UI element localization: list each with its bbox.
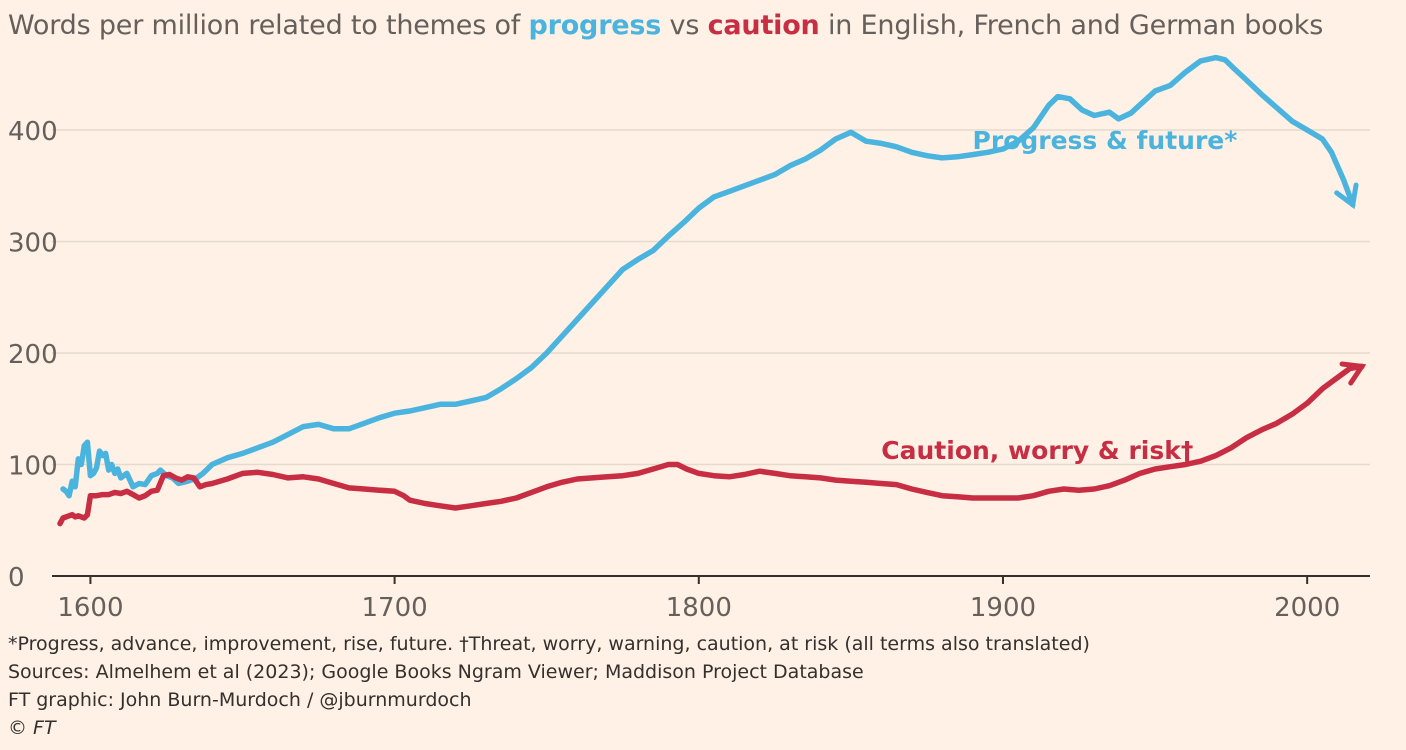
x-tick-label-1900: 1900: [970, 593, 1036, 620]
series-label-progress: Progress & future*: [973, 126, 1238, 155]
graphic-credit: FT graphic: John Burn-Murdoch / @jburnmu…: [8, 689, 472, 711]
chart-footer: *Progress, advance, improvement, rise, f…: [8, 630, 1090, 742]
x-tick-label-1600: 1600: [57, 593, 123, 620]
chart-title: Words per million related to themes of p…: [8, 8, 1323, 44]
series-line-progress: [60, 54, 1356, 499]
title-pre: Words per million related to themes of: [8, 10, 529, 41]
x-tick-label-2000: 2000: [1274, 593, 1340, 620]
series-label-caution: Caution, worry & risk†: [881, 436, 1193, 465]
y-tick-label-0: 0: [8, 563, 25, 593]
copyright: © FT: [8, 717, 56, 739]
title-post: in English, French and German books: [819, 10, 1324, 41]
x-tick-label-1700: 1700: [362, 593, 428, 620]
title-mid: vs: [661, 10, 708, 41]
title-keyword-progress: progress: [528, 10, 662, 41]
y-tick-label-400: 400: [8, 117, 58, 147]
y-tick-label-200: 200: [8, 340, 58, 370]
series-line-caution: [57, 363, 1365, 527]
x-tick-label-1800: 1800: [666, 593, 732, 620]
title-keyword-caution: caution: [707, 10, 820, 41]
sources-note: Sources: Almelhem et al (2023); Google B…: [8, 661, 864, 683]
series-arrow-caution: [1339, 361, 1367, 386]
y-tick-label-300: 300: [8, 229, 58, 259]
footnote: *Progress, advance, improvement, rise, f…: [8, 633, 1090, 655]
y-tick-label-100: 100: [8, 452, 58, 482]
series-arrow-progress: [1334, 182, 1359, 210]
line-chart: 0 100 200 300 400 1600 1700 1800 1900 2000 Progres…: [8, 54, 1370, 620]
